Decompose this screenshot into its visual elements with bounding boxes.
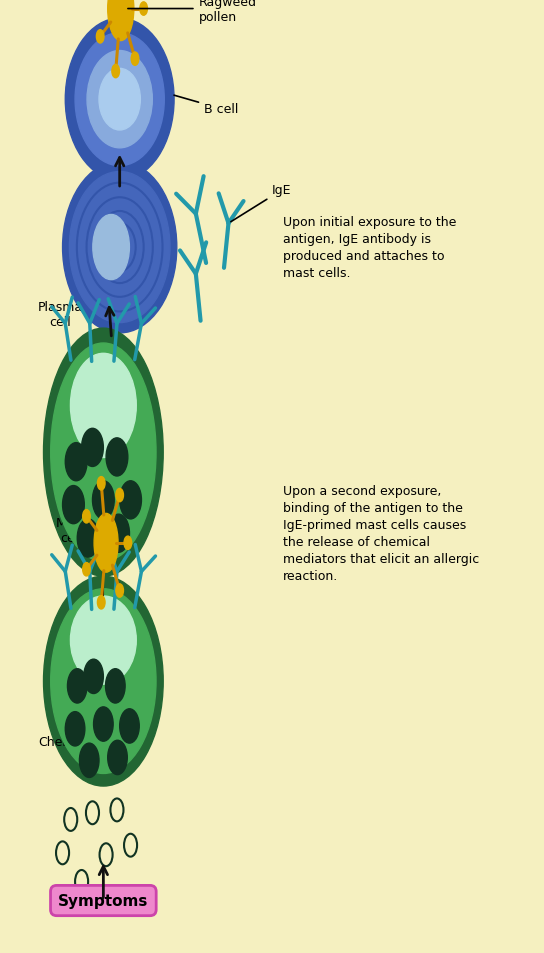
Ellipse shape [44, 577, 163, 786]
Ellipse shape [63, 162, 177, 334]
Text: Mast
cell: Mast cell [56, 517, 85, 544]
Ellipse shape [51, 344, 156, 561]
Ellipse shape [70, 597, 136, 684]
Circle shape [106, 669, 125, 703]
Ellipse shape [94, 514, 118, 573]
Ellipse shape [70, 172, 170, 323]
Text: Chemicals: Chemicals [38, 736, 103, 749]
Text: Upon initial exposure to the
antigen, IgE antibody is
produced and attaches to
m: Upon initial exposure to the antigen, Ig… [283, 215, 456, 280]
Circle shape [84, 659, 103, 694]
Ellipse shape [70, 354, 136, 458]
Circle shape [94, 707, 113, 741]
Ellipse shape [99, 70, 140, 131]
Circle shape [116, 584, 123, 598]
Text: Upon a second exposure,
binding of the antigen to the
IgE-primed mast cells caus: Upon a second exposure, binding of the a… [283, 485, 479, 582]
Ellipse shape [75, 33, 164, 167]
Ellipse shape [44, 329, 163, 577]
Circle shape [65, 712, 85, 746]
Circle shape [131, 53, 139, 67]
Text: Plasma
cell: Plasma cell [38, 300, 82, 328]
Text: IgE: IgE [231, 184, 292, 222]
Circle shape [108, 515, 129, 553]
Ellipse shape [87, 51, 152, 149]
Circle shape [83, 510, 90, 523]
Circle shape [97, 596, 105, 609]
Text: B cell: B cell [174, 96, 238, 116]
Ellipse shape [51, 589, 156, 774]
Circle shape [116, 489, 123, 502]
Circle shape [108, 740, 127, 775]
Ellipse shape [93, 215, 129, 280]
Circle shape [92, 481, 114, 519]
Circle shape [124, 537, 132, 550]
Circle shape [140, 3, 147, 16]
Circle shape [96, 30, 104, 44]
Circle shape [120, 709, 139, 743]
Circle shape [67, 669, 87, 703]
Circle shape [97, 477, 105, 491]
Circle shape [63, 486, 84, 524]
Ellipse shape [65, 19, 174, 181]
Circle shape [120, 481, 141, 519]
Text: Ragweed
pollen: Ragweed pollen [128, 0, 257, 24]
Circle shape [106, 438, 128, 476]
Circle shape [65, 443, 87, 481]
Circle shape [79, 743, 99, 778]
Text: Symptoms: Symptoms [58, 893, 149, 908]
Circle shape [112, 66, 120, 79]
Ellipse shape [108, 0, 134, 42]
Circle shape [83, 563, 90, 577]
Circle shape [77, 519, 99, 558]
Circle shape [82, 429, 103, 467]
